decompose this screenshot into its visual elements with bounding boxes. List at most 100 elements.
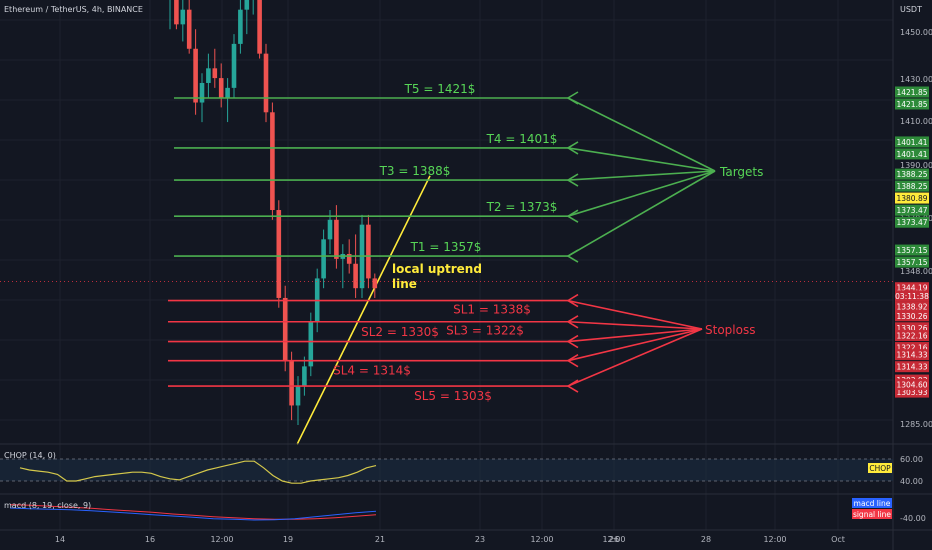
level-arrow-head [566, 353, 579, 368]
target-price-tag: 1388.25 [896, 170, 927, 179]
level-arrow-shaft [567, 147, 716, 172]
stop-level-label: SL1 = 1338$ [453, 303, 531, 317]
candle-body [257, 0, 262, 54]
level-arrow-head [566, 209, 579, 223]
target-level-label: T2 = 1373$ [486, 200, 558, 214]
candle-body [231, 43, 237, 88]
candle-body [225, 87, 230, 98]
level-arrow-shaft [567, 328, 703, 362]
candle-body [372, 278, 378, 289]
time-axis-tick: 19 [283, 535, 293, 544]
candle-body [174, 0, 179, 25]
candle-body [244, 0, 250, 10]
time-axis-tick: 28 [701, 535, 711, 544]
target-price-tag-bg [895, 180, 929, 192]
price-tags: 1421.85 1421.85 1401.41 1401.41 1388.25 1388.… [895, 86, 929, 398]
chop-axis-tick: 40.00 [900, 477, 923, 486]
stop-level-label: SL5 = 1303$ [414, 389, 492, 403]
stoploss-label: Stoploss [705, 323, 755, 337]
stop-price-tag: 1330.26 [896, 312, 927, 321]
extra-price-tag: 1344.19 [896, 284, 927, 293]
chop-series-line [19, 460, 377, 484]
chop-axis-tick: 60.00 [900, 455, 923, 464]
candle-body [212, 68, 218, 79]
macd-series-line [9, 507, 377, 521]
extra-price-tag: 1304.60 [896, 380, 927, 389]
level-arrow-shaft [567, 170, 716, 257]
target-price-tag: 1373.47 [896, 206, 927, 215]
candle-body [186, 9, 192, 49]
level-arrow-shaft [567, 170, 716, 217]
chop-band [0, 459, 893, 481]
macd-title[interactable]: macd (8, 19, close, 9) [4, 501, 92, 510]
target-price-tag-bg [895, 148, 929, 160]
trend-label-line1: local uptrend [392, 262, 482, 276]
target-level-label: T5 = 1421$ [404, 82, 476, 96]
target-level-label: T3 = 1388$ [379, 164, 451, 178]
stop-price-tag-bg [895, 349, 929, 361]
macd-pane [9, 504, 377, 521]
candle-body [282, 297, 288, 362]
target-price-tag: 1421.85 [896, 88, 927, 97]
stop-level-label: SL4 = 1314$ [333, 364, 411, 378]
level-arrow-shaft [567, 97, 716, 172]
target-price-tag-bg [895, 168, 929, 180]
indicator-axis: 60.00 40.00 CHOP -40.00 macd line signal line [852, 455, 926, 523]
level-arrow-head [566, 315, 579, 329]
signal-legend: signal line [853, 510, 891, 519]
extra-price-tag-bg [895, 290, 929, 302]
candle-body [199, 82, 205, 103]
extra-price-tag-bg [895, 282, 929, 294]
stop-price-tag-bg [895, 342, 929, 354]
macd-axis-tick: -40.00 [900, 514, 926, 523]
candle-body [334, 219, 339, 259]
target-price-tag: 1373.47 [896, 218, 927, 227]
candle-body [180, 9, 186, 25]
level-arrow-shaft [567, 328, 703, 387]
candle-body [321, 239, 326, 279]
candle-body [346, 253, 352, 264]
level-arrow-shaft [567, 299, 703, 330]
currency-label: USDT [900, 5, 922, 14]
stop-price-tag-bg [895, 330, 929, 342]
chop-badge-bg [868, 463, 892, 473]
target-price-tag: 1388.25 [896, 182, 927, 191]
target-level-label: T4 = 1401$ [486, 132, 558, 146]
chop-pane [0, 458, 893, 484]
time-axis-tick: 16 [145, 535, 155, 544]
time-axis-tick: Oct [831, 535, 845, 544]
stop-price-tag: 1314.33 [896, 363, 927, 372]
time-axis-tick: 12:00 [530, 535, 553, 544]
target-price-tag: 1401.41 [896, 138, 927, 147]
candle-body [353, 263, 358, 289]
stop-price-tag-bg [895, 322, 929, 334]
stop-price-tag: 1322.16 [896, 332, 927, 341]
candle-body [270, 112, 275, 211]
symbol-title[interactable]: Ethereum / TetherUS, 4h, BINANCE [4, 5, 143, 14]
price-axis-tick: 1430.00 [900, 75, 932, 84]
candle-body [366, 224, 371, 279]
stop-price-tag-bg [895, 361, 929, 373]
candle-body [327, 219, 333, 240]
target-price-tag-bg [895, 244, 929, 256]
level-arrow-shaft [567, 170, 716, 181]
target-price-tag: 1357.15 [896, 258, 927, 267]
time-axis-tick: 21 [375, 535, 385, 544]
level-arrow-head [566, 379, 579, 393]
extra-price-tag-bg [895, 378, 929, 390]
candle-body [308, 322, 314, 367]
target-price-tag-bg [895, 256, 929, 268]
price-axis-tick: 1390.00 [900, 161, 932, 170]
extra-price-tag: 03:11:38 [895, 292, 929, 301]
time-axis-tick: 12:00 [763, 535, 786, 544]
price-axis-tick: 1450.00 [900, 28, 932, 37]
grid-lines [0, 0, 893, 530]
trend-line [296, 175, 431, 445]
chop-title[interactable]: CHOP (14, 0) [4, 451, 56, 460]
target-price-tag-bg [895, 136, 929, 148]
time-axis-tick: 12:00 [602, 535, 625, 544]
target-level-label: T1 = 1357$ [410, 240, 482, 254]
